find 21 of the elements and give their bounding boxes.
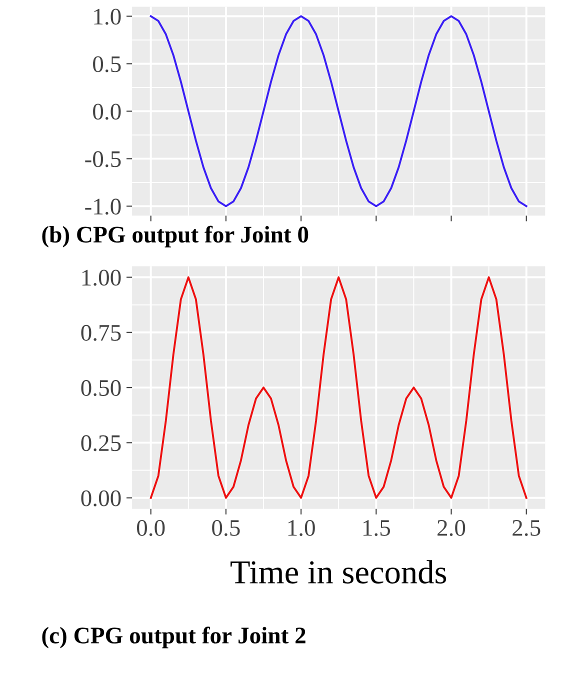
y-tick-label: 0.50	[81, 380, 121, 396]
line-series	[150, 15, 528, 208]
x-tick-label: 1.5	[363, 520, 390, 536]
x-tick-label: 0.5	[212, 520, 240, 536]
x-tick-label: 2.0	[438, 520, 466, 536]
y-tick-label: 0.5	[93, 56, 121, 72]
y-tick-label: -1.0	[85, 198, 121, 215]
y-tick-label: 0.00	[81, 490, 121, 506]
y-tick-label: 1.00	[82, 270, 121, 286]
y-tick-label: 0.0	[93, 104, 121, 120]
y-tick-label: 1.0	[94, 8, 121, 25]
x-tick-label: 2.5	[512, 520, 540, 536]
y-tick-label: -0.5	[85, 151, 121, 168]
text: (c) CPG output for Joint 2	[42, 626, 306, 648]
line-series	[150, 276, 528, 499]
y-tick-label: 0.75	[81, 324, 121, 341]
x-tick-label: 1.0	[288, 520, 315, 536]
text: (b) CPG output for Joint 0	[42, 226, 308, 248]
y-tick-label: 0.25	[81, 435, 121, 452]
x-tick-label: 0.0	[136, 520, 165, 536]
x-axis-title: Time in seconds	[230, 560, 446, 584]
